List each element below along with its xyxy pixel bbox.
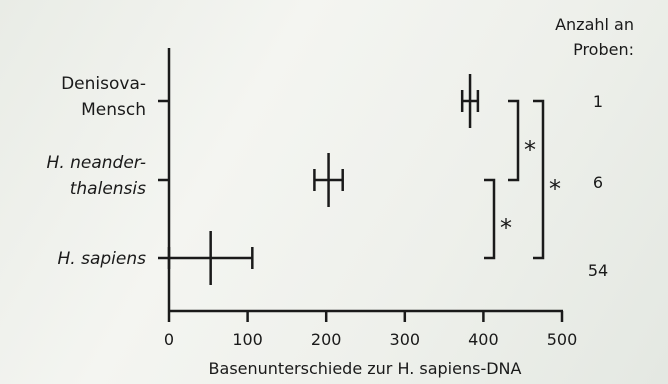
category-label: H. sapiens xyxy=(58,249,147,269)
x-axis: 0 100 200 300 400 500 xyxy=(164,309,578,349)
sample-count: 1 xyxy=(593,92,603,111)
x-tick-label: 200 xyxy=(311,330,342,349)
category-label: H. neander- xyxy=(47,153,146,173)
significance-bracket xyxy=(508,99,520,182)
x-tick-label: 100 xyxy=(232,330,263,349)
significance-brackets: * * * xyxy=(484,99,561,260)
significance-bracket xyxy=(484,178,496,260)
data-marks xyxy=(167,74,480,285)
sample-counts: Anzahl an Proben: 1 6 54 xyxy=(555,15,634,280)
significance-bracket xyxy=(533,99,545,260)
category-labels: Denisova- Mensch H. neander-thalensis H. sa… xyxy=(47,74,147,269)
significance-star: * xyxy=(524,136,536,164)
counts-header: Proben: xyxy=(573,40,634,59)
category-label: Mensch xyxy=(81,100,146,120)
x-tick-label: 500 xyxy=(547,330,578,349)
sample-count: 6 xyxy=(593,173,603,192)
x-tick-label: 300 xyxy=(390,330,421,349)
x-tick-label: 0 xyxy=(164,330,174,349)
sample-count: 54 xyxy=(588,261,608,280)
y-axis xyxy=(158,48,171,311)
significance-star: * xyxy=(549,175,561,203)
counts-header: Anzahl an xyxy=(555,15,634,34)
x-axis-label: Basenunterschiede zur H. sapiens-DNA xyxy=(209,359,522,378)
significance-star: * xyxy=(500,214,512,242)
category-label: thalensis xyxy=(70,179,146,199)
category-label: Denisova- xyxy=(61,74,146,94)
x-tick-label: 400 xyxy=(468,330,499,349)
